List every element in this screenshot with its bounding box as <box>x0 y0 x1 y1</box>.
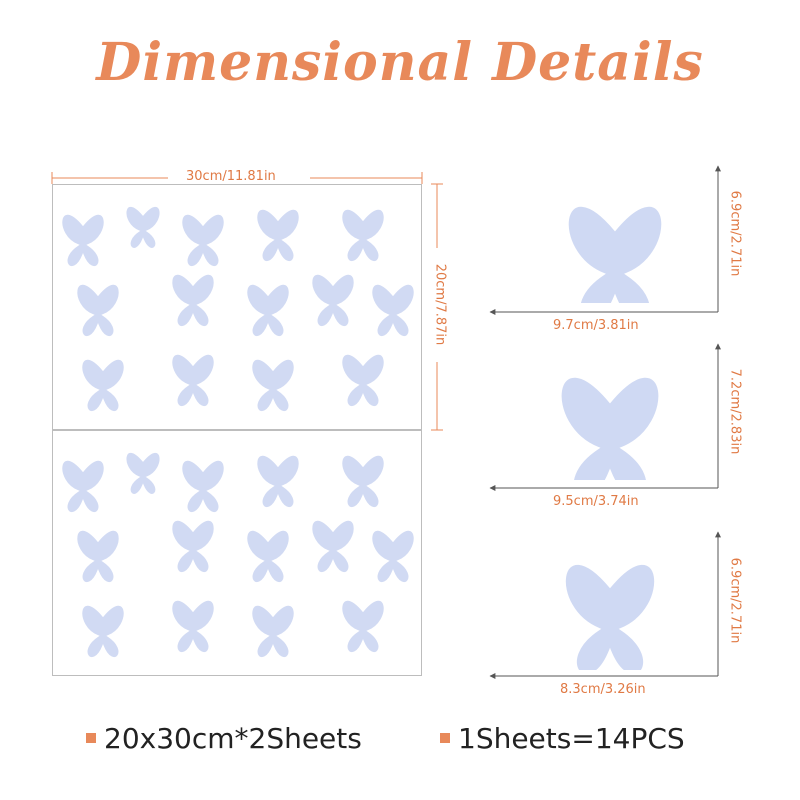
footer-left: 20x30cm*2Sheets <box>86 718 362 758</box>
sticker-sheet-2 <box>52 430 422 676</box>
sheet-width-label: 30cm/11.81in <box>186 169 276 184</box>
pieces-count-text: 1Sheets=14PCS <box>458 721 685 755</box>
page-title: Dimensional Details <box>96 32 704 93</box>
square-bullet-icon <box>86 733 96 743</box>
butterfly-3-height-label: 6.9cm/2.71in <box>727 557 743 644</box>
butterfly-3-icon <box>564 563 656 670</box>
sticker-sheet-1 <box>52 184 422 430</box>
butterfly-grid-icon <box>60 205 416 413</box>
square-bullet-icon <box>440 733 450 743</box>
butterfly-2-height-label: 7.2cm/2.83in <box>727 368 743 455</box>
sheet-height-label: 20cm/7.87in <box>432 263 448 346</box>
butterfly-1-icon <box>566 205 664 303</box>
sheet-count-text: 20x30cm*2Sheets <box>104 721 362 755</box>
butterfly-2-icon <box>559 375 661 480</box>
butterfly-1-width-label: 9.7cm/3.81in <box>553 318 639 333</box>
butterfly-2-width-label: 9.5cm/3.74in <box>553 494 639 509</box>
butterfly-3-width-label: 8.3cm/3.26in <box>560 682 646 697</box>
butterfly-grid-icon <box>60 451 416 659</box>
butterfly-1-height-label: 6.9cm/2.71in <box>727 190 743 277</box>
footer-right: 1Sheets=14PCS <box>440 718 685 758</box>
